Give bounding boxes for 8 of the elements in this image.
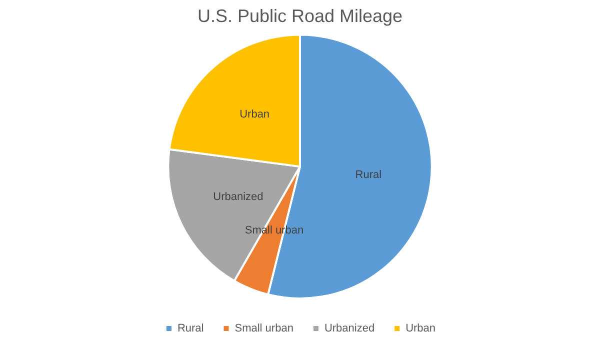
slice-label: Urbanized <box>213 191 264 204</box>
legend-label: Urban <box>406 322 436 334</box>
legend-label: Urbanized <box>324 322 375 334</box>
chart-title: U.S. Public Road Mileage <box>197 6 403 26</box>
legend-label: Rural <box>177 322 204 334</box>
slice-label: Rural <box>355 168 382 181</box>
legend-label: Small urban <box>234 322 294 334</box>
slice-label: Urban <box>240 108 270 121</box>
